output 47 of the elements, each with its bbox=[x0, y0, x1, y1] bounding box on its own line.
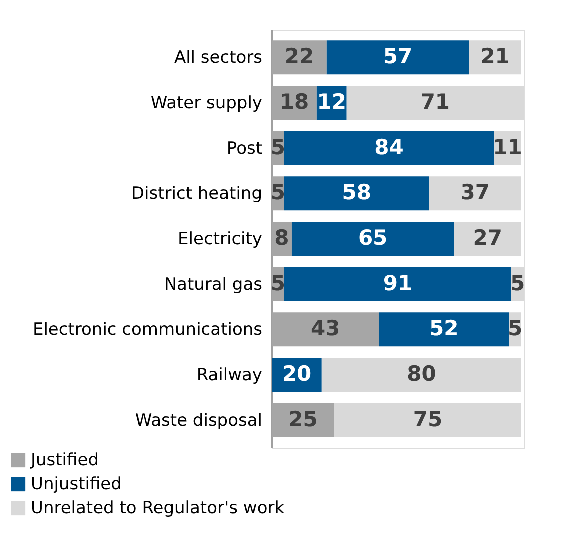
data-label: 11 bbox=[493, 135, 522, 160]
data-label: 58 bbox=[342, 180, 372, 205]
data-label: 43 bbox=[311, 316, 340, 341]
legend-label: Unjustified bbox=[31, 474, 122, 494]
data-label: 8 bbox=[274, 226, 290, 250]
data-label: 5 bbox=[510, 271, 526, 296]
data-label: 5 bbox=[270, 271, 286, 296]
y-tick-label: All sectors bbox=[174, 48, 263, 68]
data-label: 12 bbox=[317, 90, 346, 114]
data-label: 27 bbox=[473, 226, 502, 250]
data-label: 18 bbox=[280, 90, 310, 114]
bar bbox=[334, 403, 522, 438]
data-label: 5 bbox=[270, 180, 286, 205]
data-label: 52 bbox=[430, 316, 459, 341]
data-label: 37 bbox=[460, 180, 490, 205]
y-tick-label: Electricity bbox=[178, 230, 262, 250]
y-tick-label: Waste disposal bbox=[135, 410, 262, 431]
data-label: 5 bbox=[270, 135, 286, 160]
bar bbox=[284, 176, 430, 211]
y-tick-label: Water supply bbox=[150, 94, 262, 114]
data-label: 20 bbox=[282, 362, 312, 386]
legend-label: Justified bbox=[30, 450, 99, 470]
data-label: 75 bbox=[413, 407, 443, 432]
legend-label: Unrelated to Regulator's work bbox=[31, 498, 285, 518]
bar bbox=[379, 312, 510, 347]
bar bbox=[454, 222, 522, 256]
data-label: 91 bbox=[383, 271, 413, 296]
data-label: 71 bbox=[420, 90, 450, 114]
bar bbox=[292, 222, 454, 256]
y-tick-label: Railway bbox=[196, 366, 262, 386]
y-tick-label: Electronic communications bbox=[32, 320, 263, 340]
data-label: 65 bbox=[358, 226, 388, 250]
data-label: 57 bbox=[383, 44, 413, 69]
bar bbox=[322, 358, 522, 392]
bar bbox=[284, 131, 494, 166]
data-label: 5 bbox=[508, 316, 523, 341]
data-label: 21 bbox=[480, 44, 510, 69]
data-label: 22 bbox=[284, 44, 314, 69]
data-label: 84 bbox=[374, 135, 404, 160]
bar bbox=[326, 40, 470, 75]
data-label: 25 bbox=[288, 407, 318, 432]
bar bbox=[429, 176, 522, 211]
data-label: 80 bbox=[407, 362, 436, 386]
y-tick-label: Natural gas bbox=[164, 274, 263, 295]
bar bbox=[284, 267, 512, 302]
y-tick-label: District heating bbox=[131, 184, 262, 204]
y-tick-label: Post bbox=[226, 138, 263, 159]
